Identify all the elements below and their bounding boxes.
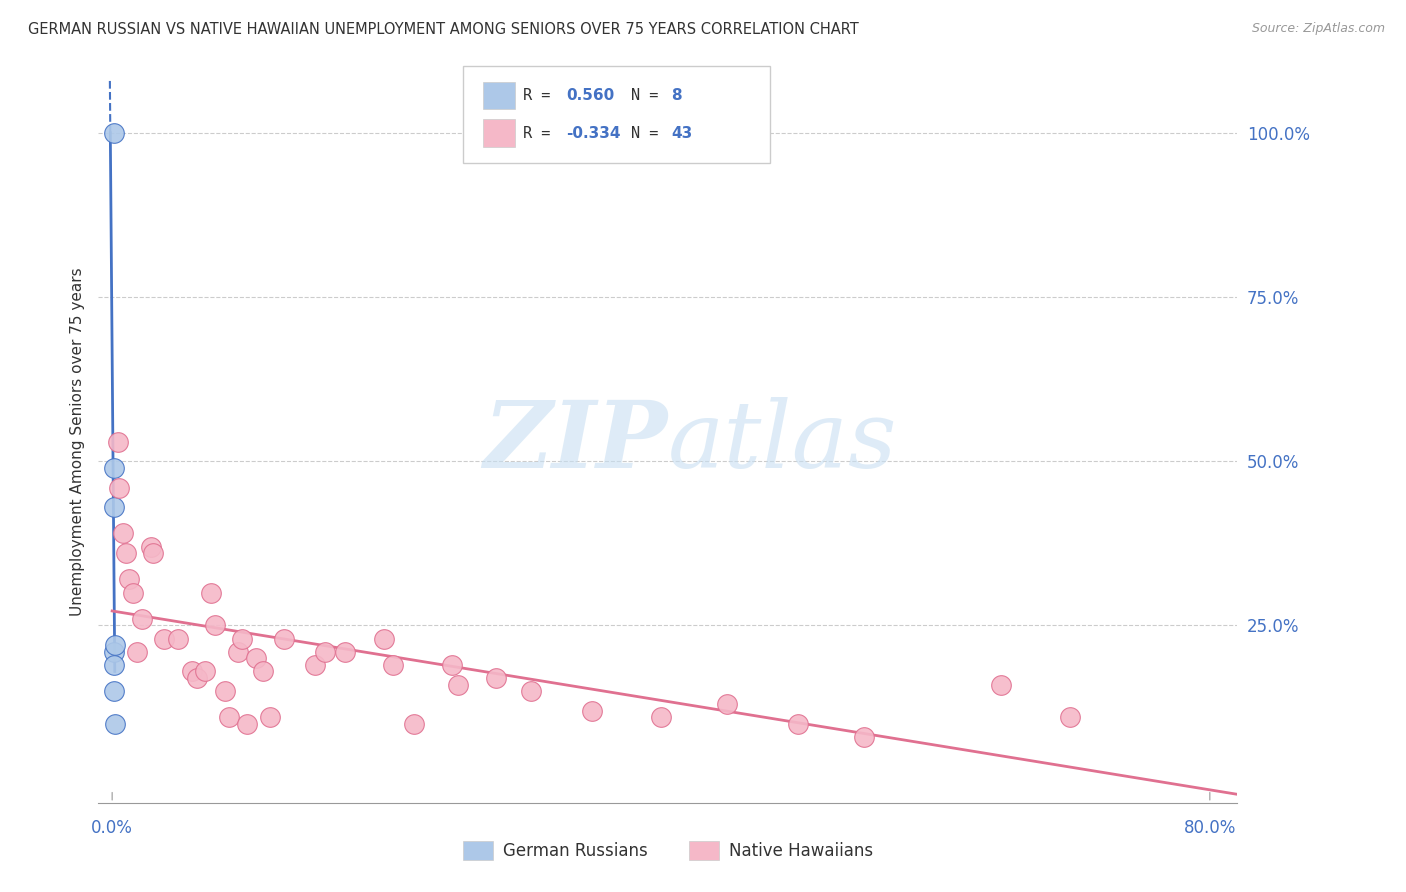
Point (252, 665, 274, 679)
Text: GERMAN RUSSIAN VS NATIVE HAWAIIAN UNEMPLOYMENT AMONG SENIORS OVER 75 YEARS CORRE: GERMAN RUSSIAN VS NATIVE HAWAIIAN UNEMPL… (28, 22, 859, 37)
Text: N =: N = (631, 88, 668, 103)
Point (194, 665, 217, 679)
Point (167, 632, 190, 646)
Point (1059, 710, 1081, 724)
Text: 0.560: 0.560 (567, 88, 614, 103)
Point (273, 632, 295, 646)
Y-axis label: Unemployment Among Seniors over 75 years: Unemployment Among Seniors over 75 years (69, 268, 84, 615)
Point (214, 684, 236, 698)
Point (335, 645, 357, 659)
Point (104, 638, 127, 652)
Point (107, 434, 129, 449)
Text: 80.0%: 80.0% (1184, 819, 1236, 838)
Point (218, 710, 240, 724)
Point (103, 500, 125, 515)
Point (235, 717, 257, 731)
Text: 43: 43 (671, 126, 693, 141)
Point (103, 657, 125, 672)
Text: R =: R = (523, 126, 560, 141)
Point (117, 573, 139, 587)
Point (103, 684, 125, 698)
Point (112, 526, 135, 541)
Point (104, 717, 127, 731)
Point (125, 645, 148, 659)
Text: R =: R = (523, 88, 560, 103)
Point (103, 460, 125, 475)
Point (716, 698, 738, 712)
Point (180, 665, 202, 679)
Point (485, 671, 508, 685)
Text: Source: ZipAtlas.com: Source: ZipAtlas.com (1251, 22, 1385, 36)
Point (382, 657, 405, 672)
Point (990, 677, 1012, 691)
Point (115, 546, 138, 560)
Point (131, 612, 153, 626)
Point (314, 645, 336, 659)
Legend: German Russians, Native Hawaiians: German Russians, Native Hawaiians (456, 834, 880, 867)
Point (650, 710, 672, 724)
Point (245, 651, 267, 665)
Point (103, 126, 125, 140)
Point (139, 540, 162, 554)
Point (304, 657, 326, 672)
Text: -0.334: -0.334 (567, 126, 621, 141)
FancyBboxPatch shape (463, 66, 770, 163)
Text: 0.0%: 0.0% (91, 819, 134, 838)
Text: N =: N = (631, 126, 668, 141)
Point (441, 657, 464, 672)
Point (153, 632, 176, 646)
Point (259, 710, 281, 724)
FancyBboxPatch shape (484, 120, 515, 147)
Point (373, 632, 395, 646)
Point (108, 481, 131, 495)
Point (519, 684, 541, 698)
Point (228, 645, 250, 659)
Text: atlas: atlas (668, 397, 897, 486)
Point (142, 546, 165, 560)
Text: ZIP: ZIP (484, 397, 668, 486)
Point (200, 585, 222, 599)
Point (121, 585, 143, 599)
Point (853, 730, 876, 744)
Text: 8: 8 (671, 88, 682, 103)
Point (787, 717, 810, 731)
Point (447, 677, 470, 691)
Point (204, 618, 226, 632)
Point (186, 671, 208, 685)
Point (402, 717, 425, 731)
Point (581, 704, 603, 718)
Point (231, 632, 253, 646)
Point (103, 645, 125, 659)
FancyBboxPatch shape (484, 82, 515, 109)
